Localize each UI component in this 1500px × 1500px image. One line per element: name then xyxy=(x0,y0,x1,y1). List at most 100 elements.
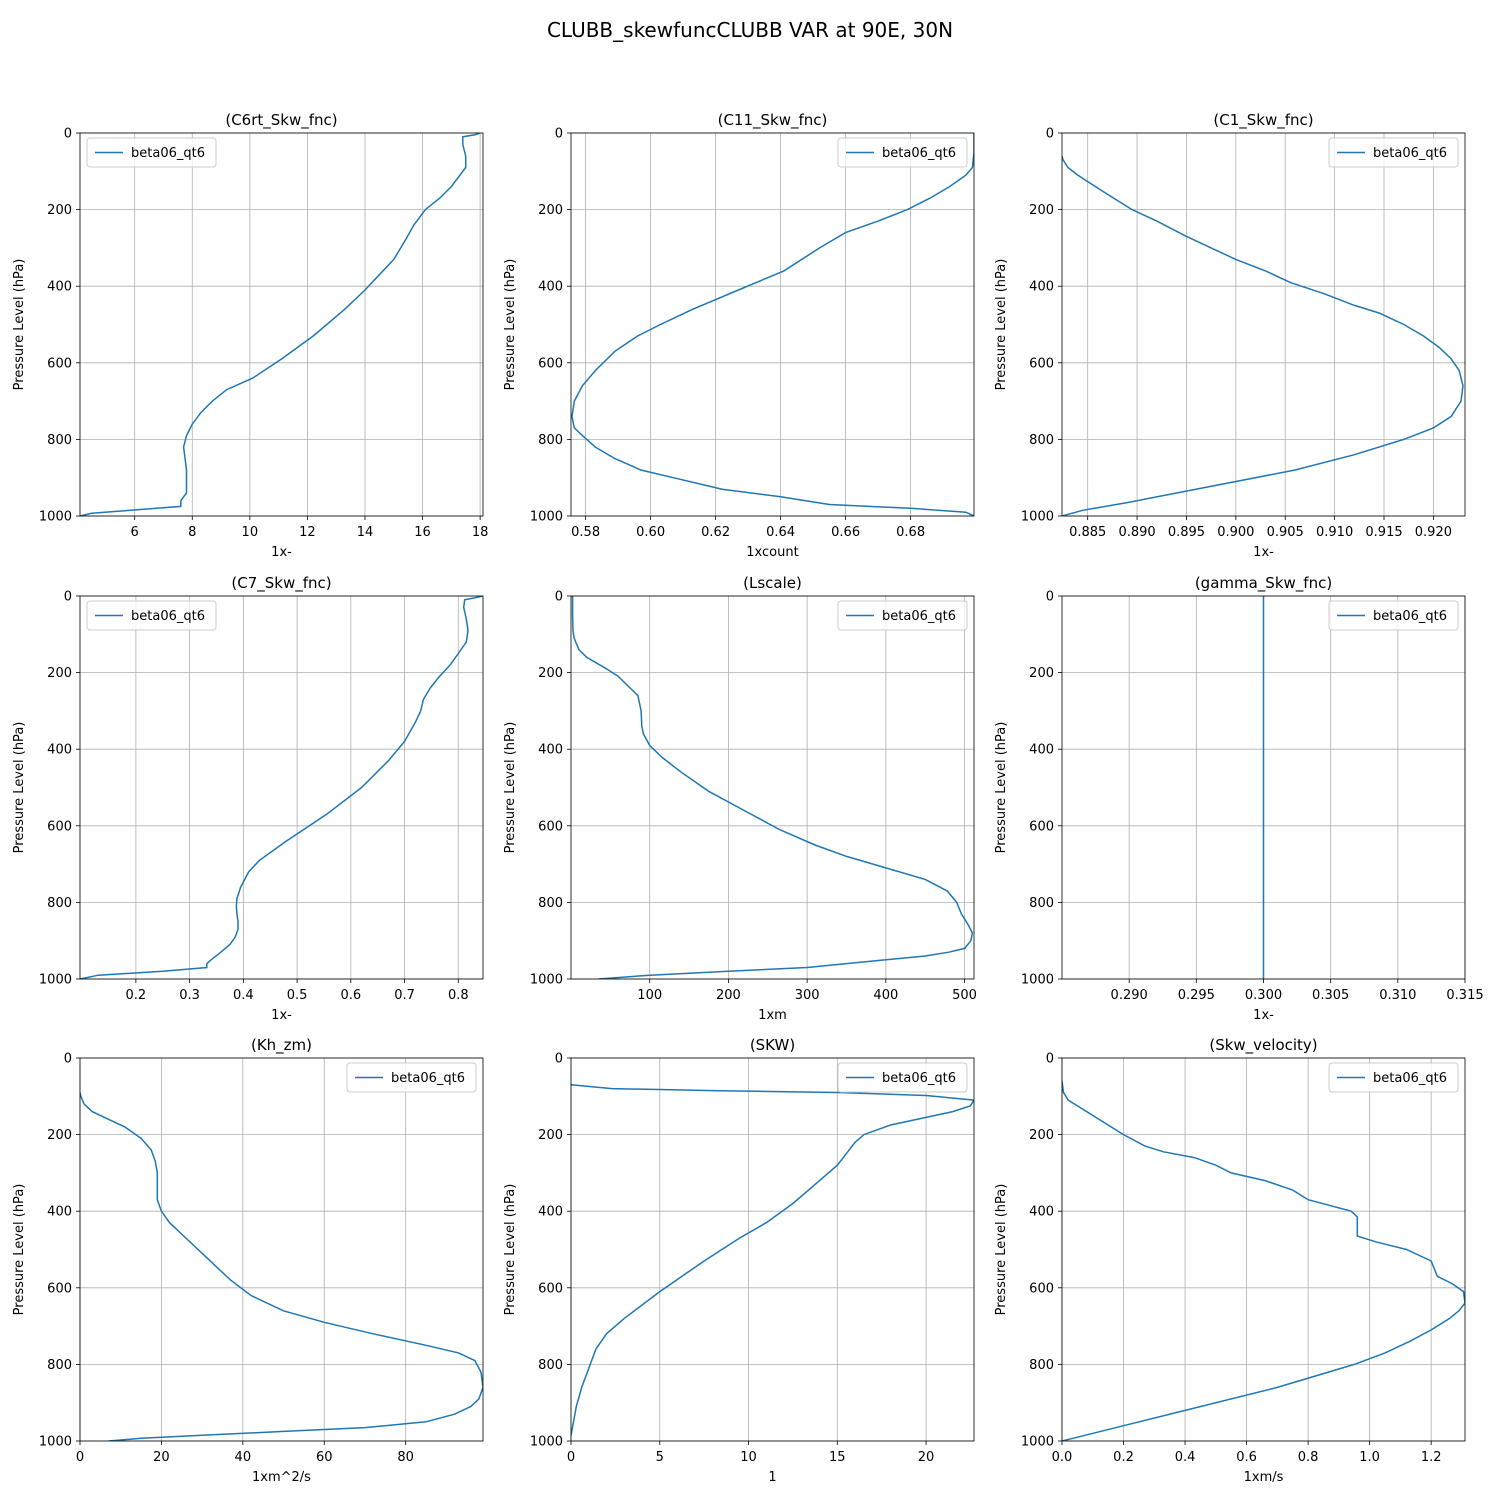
panel-2: 0.58 0.60 0.62 0.64 0.66 0.68 0 200 400 600 800 100… xyxy=(503,111,975,560)
x-tick-label: 0.7 xyxy=(394,988,415,1003)
x-axis-label: 1xm^2/s xyxy=(252,1470,311,1485)
y-axis-label: Pressure Level (hPa) xyxy=(994,1184,1009,1316)
y-tick-label: 0 xyxy=(64,127,72,142)
legend-label: beta06_qt6 xyxy=(131,609,205,624)
y-tick-label: 1000 xyxy=(530,510,563,525)
legend: beta06_qt6 xyxy=(1328,137,1459,168)
y-tick-label: 600 xyxy=(1029,819,1054,834)
legend-label: beta06_qt6 xyxy=(131,146,205,161)
y-tick-label: 800 xyxy=(538,1358,563,1373)
legend-label: beta06_qt6 xyxy=(1373,609,1447,624)
legend-label: beta06_qt6 xyxy=(882,609,956,624)
axes-frame xyxy=(1061,1057,1466,1442)
y-tick-label: 1000 xyxy=(1021,510,1054,525)
x-tick-label: 0.290 xyxy=(1111,988,1148,1003)
x-tick-label: 0.890 xyxy=(1118,525,1155,540)
legend-label: beta06_qt6 xyxy=(882,1071,956,1086)
x-tick-label: 15 xyxy=(829,1450,846,1465)
x-tick-label: 0.58 xyxy=(571,525,600,540)
y-axis-label: Pressure Level (hPa) xyxy=(503,259,518,391)
x-tick-label: 18 xyxy=(472,525,489,540)
panel-title: (gamma_Skw_fnc) xyxy=(1195,574,1332,593)
y-tick-label: 400 xyxy=(1029,280,1054,295)
x-axis-label: 1xcount xyxy=(746,545,798,560)
y-axis-label: Pressure Level (hPa) xyxy=(994,722,1009,854)
y-tick-label: 1000 xyxy=(39,510,72,525)
x-axis-label: 1xm xyxy=(758,1008,787,1023)
y-tick-label: 0 xyxy=(555,1052,563,1067)
x-tick-label: 0.6 xyxy=(340,988,361,1003)
panel-title: (SKW) xyxy=(750,1036,795,1054)
x-tick-label: 0.305 xyxy=(1312,988,1349,1003)
x-tick-label: 0.62 xyxy=(701,525,730,540)
x-tick-label: 0.60 xyxy=(636,525,665,540)
x-tick-label: 8 xyxy=(188,525,196,540)
x-tick-label: 14 xyxy=(357,525,374,540)
axes-frame xyxy=(1061,132,1466,517)
legend-box xyxy=(837,1062,968,1093)
panel-9: 0.0 0.2 0.4 0.6 0.8 1.0 1.2 0 200 400 600 800 1000 (S… xyxy=(994,1036,1466,1485)
axes-frame xyxy=(79,595,484,980)
x-tick-label: 0 xyxy=(567,1450,575,1465)
x-tick-label: 0.64 xyxy=(766,525,795,540)
x-tick-label: 0.295 xyxy=(1178,988,1215,1003)
axes-frame xyxy=(79,1057,484,1442)
legend: beta06_qt6 xyxy=(1328,600,1459,631)
x-tick-label: 500 xyxy=(952,988,977,1003)
axes-frame xyxy=(570,595,975,980)
legend: beta06_qt6 xyxy=(86,137,217,168)
x-axis-label: 1 xyxy=(768,1470,776,1485)
panels: 6 8 10 12 14 16 1802004006008001000(C6rt_Skw_f… xyxy=(12,111,1484,1485)
y-tick-label: 200 xyxy=(1029,1128,1054,1143)
panel-5: 100 200 300 400 500 0 200 400 600 800 1000 (Lscale)… xyxy=(503,574,977,1023)
panel-8: 0 5 10 15 2002004006008001000(SKW)1Pressure … xyxy=(503,1036,975,1485)
series-line xyxy=(571,1084,974,1436)
series-line xyxy=(1062,1080,1465,1441)
x-tick-label: 0.8 xyxy=(448,988,469,1003)
y-tick-label: 200 xyxy=(47,666,72,681)
x-tick-label: 20 xyxy=(918,1450,935,1465)
x-axis-label: 1x- xyxy=(271,545,292,560)
y-axis-label: Pressure Level (hPa) xyxy=(12,722,27,854)
y-tick-label: 1000 xyxy=(39,1435,72,1450)
axes-frame xyxy=(79,132,484,517)
legend: beta06_qt6 xyxy=(837,137,968,168)
series-line xyxy=(80,596,483,979)
axes-frame xyxy=(570,132,975,517)
x-axis-label: 1x- xyxy=(1253,1008,1274,1023)
y-axis-label: Pressure Level (hPa) xyxy=(503,722,518,854)
y-tick-label: 800 xyxy=(47,896,72,911)
x-tick-label: 5 xyxy=(656,1450,664,1465)
figure-title: CLUBB_skewfuncCLUBB VAR at 90E, 30N xyxy=(547,18,953,42)
legend-box xyxy=(346,1062,477,1093)
series-line xyxy=(80,133,481,516)
y-tick-label: 200 xyxy=(1029,666,1054,681)
x-tick-label: 0.920 xyxy=(1415,525,1452,540)
y-axis-label: Pressure Level (hPa) xyxy=(994,259,1009,391)
panel-7: 0 20 40 60 8002004006008001000(Kh_zm)1xm^2/s… xyxy=(12,1036,484,1485)
x-tick-label: 0.6 xyxy=(1236,1450,1257,1465)
legend-box xyxy=(86,137,217,168)
x-tick-label: 0.315 xyxy=(1446,988,1483,1003)
x-tick-label: 0.4 xyxy=(1175,1450,1196,1465)
x-tick-label: 0.885 xyxy=(1069,525,1106,540)
legend: beta06_qt6 xyxy=(1328,1062,1459,1093)
y-tick-label: 1000 xyxy=(530,1435,563,1450)
x-axis-label: 1xm/s xyxy=(1244,1470,1284,1485)
panel-3: 0.885 0.890 0.895 0.900 0.905 0.910 0.915 0.920… xyxy=(994,111,1466,560)
x-tick-label: 0.68 xyxy=(896,525,925,540)
y-tick-label: 600 xyxy=(47,356,72,371)
y-tick-label: 200 xyxy=(538,1128,563,1143)
panel-6: 0.290 0.295 0.300 0.305 0.310 0.315 0 200 400 600… xyxy=(994,574,1484,1023)
panel-title: (C6rt_Skw_fnc) xyxy=(225,111,337,130)
x-tick-label: 40 xyxy=(235,1450,252,1465)
legend: beta06_qt6 xyxy=(837,1062,968,1093)
y-tick-label: 200 xyxy=(47,203,72,218)
y-tick-label: 0 xyxy=(64,590,72,605)
legend: beta06_qt6 xyxy=(837,600,968,631)
panel-title: (Lscale) xyxy=(743,574,802,592)
panel-title: (Kh_zm) xyxy=(251,1036,312,1055)
x-tick-label: 0.900 xyxy=(1217,525,1254,540)
y-tick-label: 600 xyxy=(1029,1281,1054,1296)
x-tick-label: 6 xyxy=(131,525,139,540)
